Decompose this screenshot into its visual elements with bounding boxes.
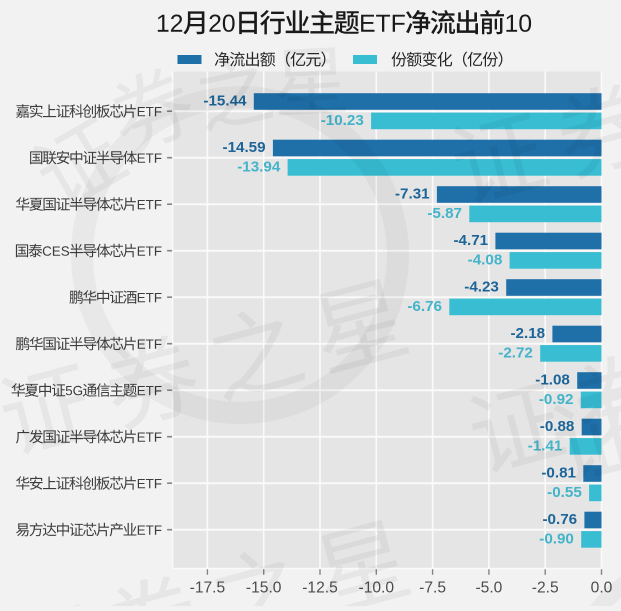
svg-text:-4.23: -4.23 <box>464 279 499 296</box>
svg-text:0.0: 0.0 <box>591 580 613 597</box>
svg-text:-2.5: -2.5 <box>532 580 559 597</box>
svg-text:-0.90: -0.90 <box>539 530 574 547</box>
svg-text:-13.94: -13.94 <box>237 158 281 175</box>
svg-text:-5.0: -5.0 <box>475 580 502 597</box>
svg-text:-7.31: -7.31 <box>395 186 430 203</box>
svg-text:-4.08: -4.08 <box>468 251 503 268</box>
svg-text:-6.76: -6.76 <box>407 298 442 315</box>
svg-text:-0.92: -0.92 <box>539 391 574 408</box>
svg-text:-0.81: -0.81 <box>541 465 576 482</box>
svg-text:-15.44: -15.44 <box>203 93 247 110</box>
svg-text:-14.59: -14.59 <box>223 139 266 156</box>
svg-text:-4.71: -4.71 <box>453 232 488 249</box>
svg-text:-2.18: -2.18 <box>510 325 545 342</box>
svg-text:-10.23: -10.23 <box>321 112 364 129</box>
svg-text:-2.72: -2.72 <box>498 344 533 361</box>
svg-text:-0.55: -0.55 <box>547 484 582 501</box>
svg-text:-5.87: -5.87 <box>427 205 462 222</box>
svg-text:-0.76: -0.76 <box>542 511 577 528</box>
svg-text:-7.5: -7.5 <box>419 580 446 597</box>
